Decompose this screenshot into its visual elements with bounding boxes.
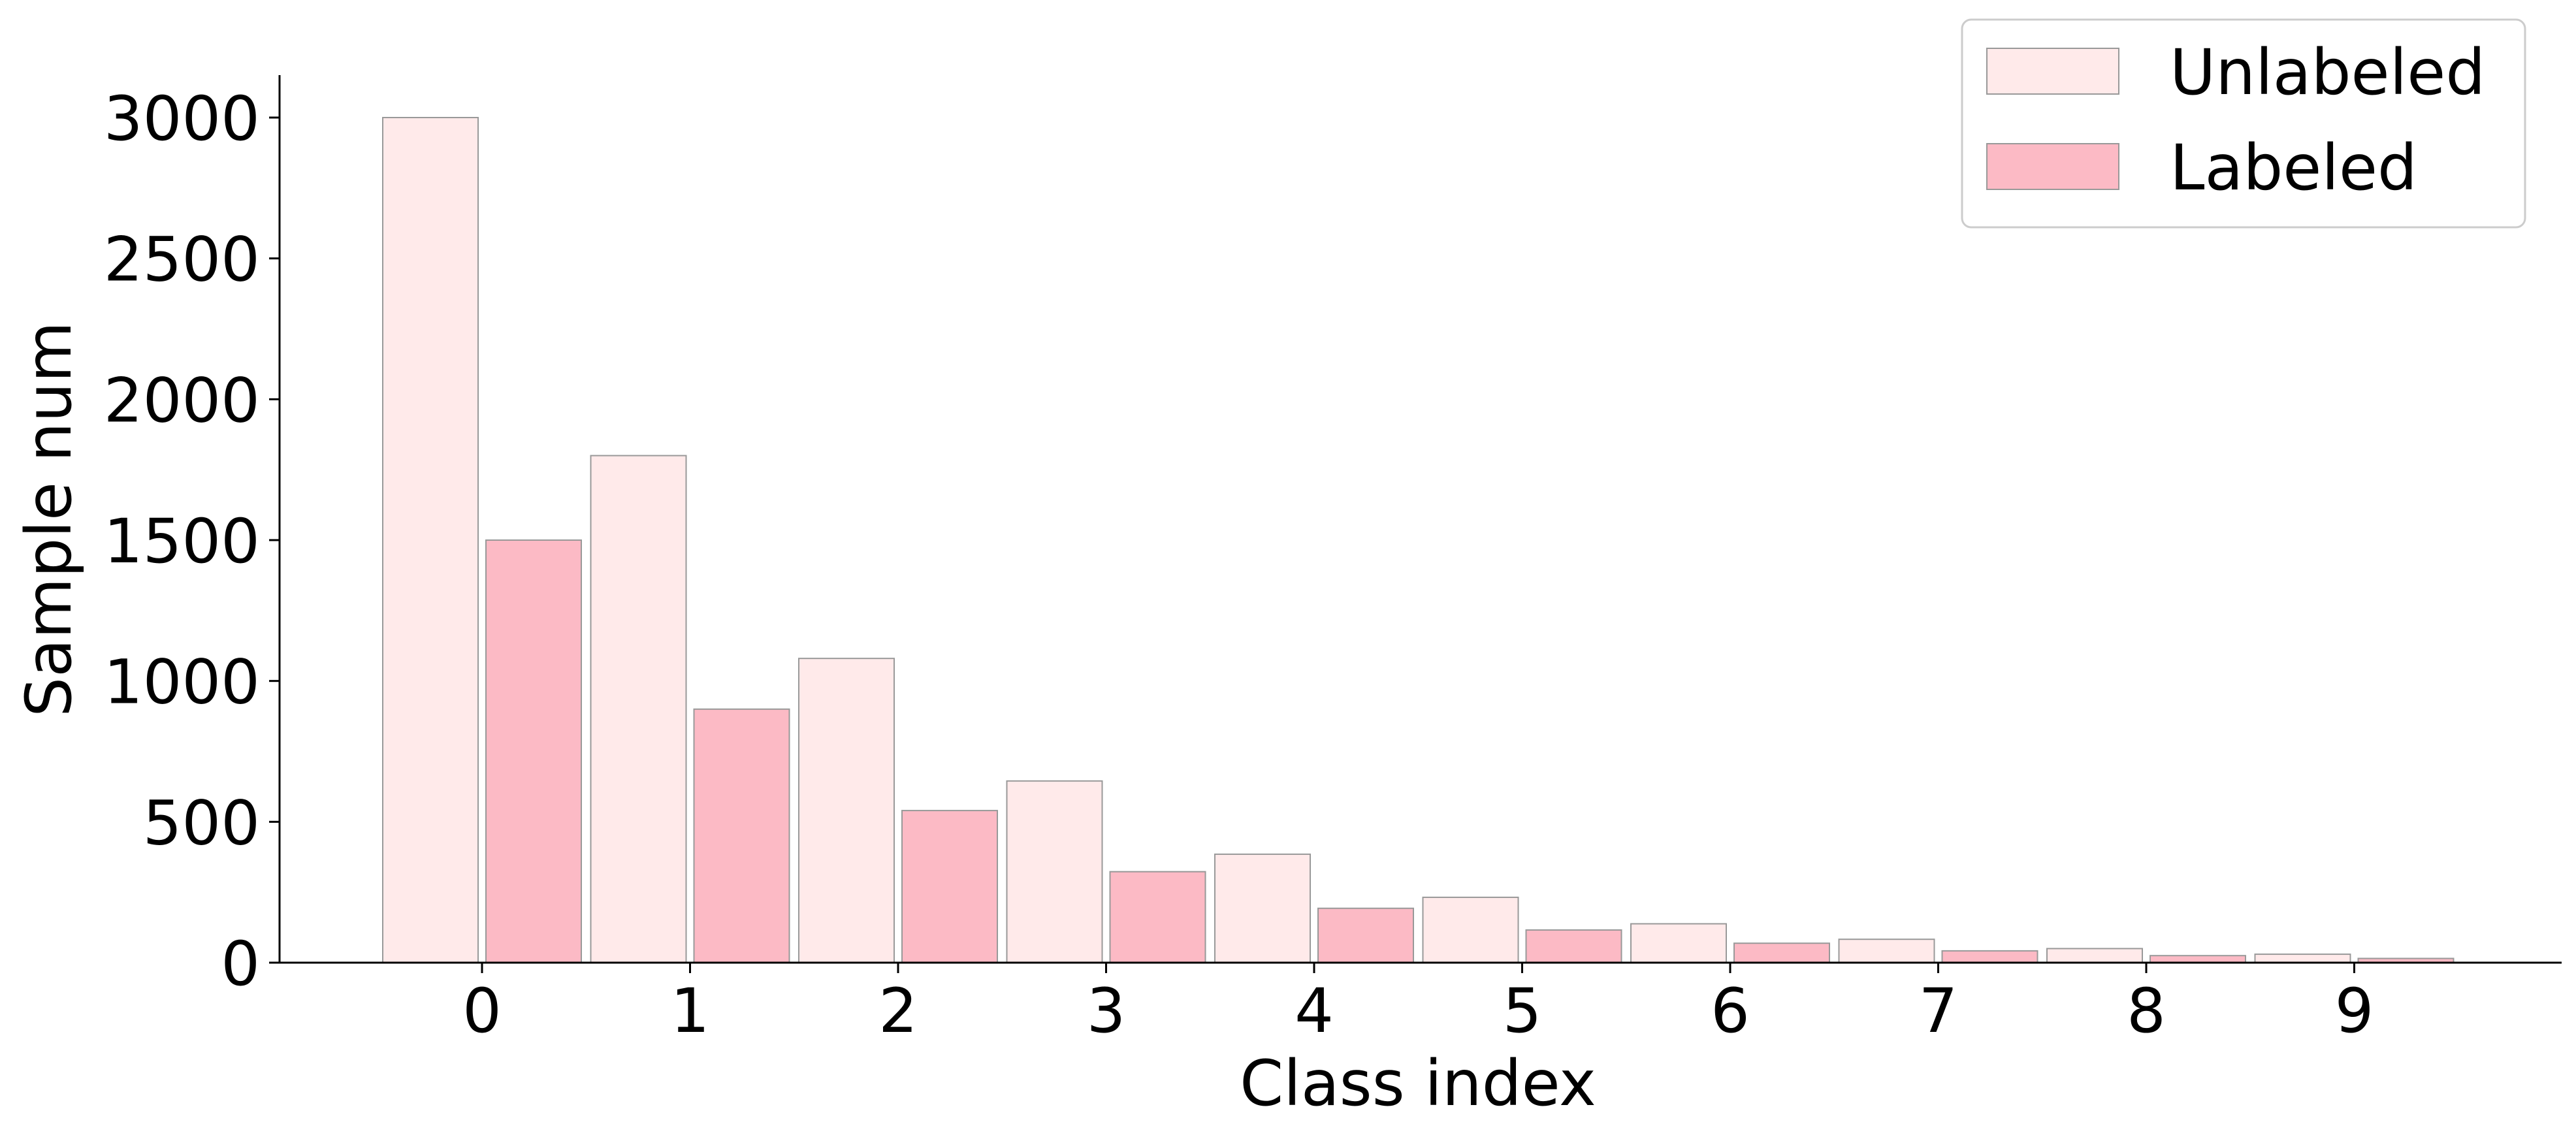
bar-labeled-6 <box>1733 942 1830 964</box>
legend-swatch-labeled <box>1986 143 2119 190</box>
y-axis-label: Sample num <box>12 321 86 717</box>
x-tick-label-2: 2 <box>878 976 918 1047</box>
axes-layer <box>278 75 2562 964</box>
y-tick-label-3000: 3000 <box>104 84 260 155</box>
bar-unlabeled-7 <box>1838 938 1935 964</box>
bar-unlabeled-9 <box>2254 954 2351 964</box>
x-tick-label-3: 3 <box>1087 976 1126 1047</box>
x-tick-label-1: 1 <box>671 976 710 1047</box>
x-tick-label-9: 9 <box>2335 976 2374 1047</box>
bar-unlabeled-0 <box>382 117 479 963</box>
bar-unlabeled-5 <box>1422 896 1519 963</box>
bar-labeled-7 <box>1941 950 2038 964</box>
bar-unlabeled-6 <box>1630 923 1727 963</box>
bar-unlabeled-3 <box>1006 780 1103 964</box>
x-tick-label-8: 8 <box>2127 976 2166 1047</box>
x-tick-label-4: 4 <box>1295 976 1334 1047</box>
legend-label-unlabeled: Unlabeled <box>2170 36 2485 109</box>
y-tick-label-1500: 1500 <box>104 506 260 577</box>
bar-unlabeled-4 <box>1214 853 1311 963</box>
bar-labeled-2 <box>901 810 998 963</box>
bar-unlabeled-2 <box>798 658 895 963</box>
x-tick-label-5: 5 <box>1503 976 1542 1047</box>
bar-labeled-4 <box>1317 907 1414 964</box>
x-tick-label-0: 0 <box>462 976 502 1047</box>
ticks-layer: 0 1 2 3 4 5 6 7 8 9 0 500 1000 1500 2000 2500 3000 <box>104 84 2374 1047</box>
bar-labeled-0 <box>485 539 582 963</box>
x-axis-label: Class index <box>1240 1047 1596 1120</box>
legend-label-labeled: Labeled <box>2170 131 2417 204</box>
bar-labeled-5 <box>1525 929 1622 963</box>
bar-labeled-8 <box>2149 955 2246 964</box>
legend: Unlabeled Labeled <box>1961 18 2526 229</box>
y-tick-label-2000: 2000 <box>104 365 260 436</box>
y-tick-label-0: 0 <box>221 929 260 1000</box>
x-tick-label-7: 7 <box>1919 976 1958 1047</box>
y-tick-label-2500: 2500 <box>104 225 260 296</box>
bars-layer <box>382 117 2455 964</box>
bar-labeled-1 <box>693 708 790 964</box>
x-tick-label-6: 6 <box>1711 976 1750 1047</box>
legend-swatch-unlabeled <box>1986 48 2119 95</box>
y-tick-label-1000: 1000 <box>104 647 260 718</box>
y-tick-label-500: 500 <box>143 788 260 859</box>
bar-unlabeled-8 <box>2046 948 2143 964</box>
bar-labeled-3 <box>1109 871 1206 963</box>
bar-unlabeled-1 <box>590 455 687 963</box>
